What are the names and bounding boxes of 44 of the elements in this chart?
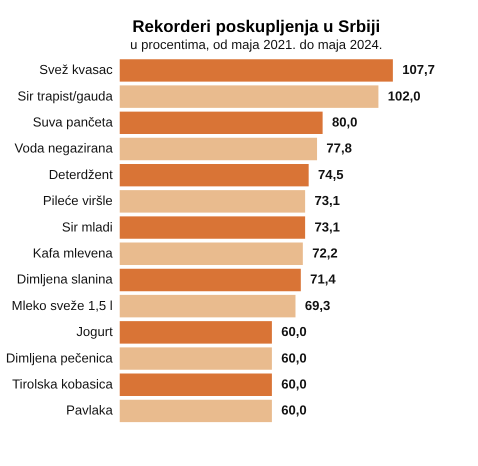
data-label: 80,0 — [332, 114, 358, 130]
data-label: 102,0 — [388, 88, 421, 104]
y-tick-label: Pileće viršle — [42, 193, 113, 208]
y-tick-label: Tirolska kobasica — [12, 376, 114, 392]
chart-subtitle: u procentima, od maja 2021. do maja 2024. — [130, 36, 382, 52]
data-label: 60,0 — [281, 376, 307, 392]
bar — [120, 112, 323, 134]
y-tick-label: Sir trapist/gauda — [17, 88, 114, 104]
data-label: 107,7 — [402, 62, 435, 78]
y-tick-label: Pavlaka — [66, 402, 114, 418]
bar — [120, 242, 303, 265]
chart-title: Rekorderi poskupljenja u Srbiji — [132, 17, 380, 36]
data-label: 77,8 — [326, 140, 352, 156]
bar — [120, 190, 306, 213]
bar — [120, 321, 272, 344]
data-label: 60,0 — [281, 350, 307, 366]
data-label: 60,0 — [281, 324, 307, 340]
data-label: 60,0 — [281, 402, 307, 418]
bar — [120, 268, 301, 292]
y-tick-label: Dimljena pečenica — [6, 350, 114, 366]
data-label: 69,3 — [304, 298, 330, 313]
data-label: 73,1 — [314, 219, 340, 234]
y-tick-label: Sir mladi — [62, 219, 113, 234]
y-tick-label: Jogurt — [76, 324, 114, 340]
bar — [120, 374, 272, 396]
y-tick-label: Dimljena slanina — [16, 272, 114, 287]
data-label: 72,2 — [312, 246, 338, 261]
bar — [120, 85, 378, 108]
bar — [120, 164, 309, 186]
bar — [120, 347, 272, 370]
data-label: 73,1 — [314, 193, 340, 208]
y-tick-label: Mleko sveže 1,5 l — [12, 298, 113, 313]
y-tick-label: Suva pančeta — [32, 114, 114, 130]
y-tick-label: Deterdžent — [48, 166, 114, 182]
bar — [120, 216, 306, 239]
bar — [120, 59, 393, 82]
bar — [120, 138, 318, 160]
y-tick-label: Kafa mlevena — [32, 246, 114, 261]
y-tick-label: Svež kvasac — [39, 62, 114, 78]
bar — [120, 400, 272, 422]
bar — [120, 294, 296, 318]
data-label: 71,4 — [310, 272, 336, 287]
data-label: 74,5 — [318, 166, 344, 182]
y-tick-label: Voda negazirana — [14, 140, 114, 156]
